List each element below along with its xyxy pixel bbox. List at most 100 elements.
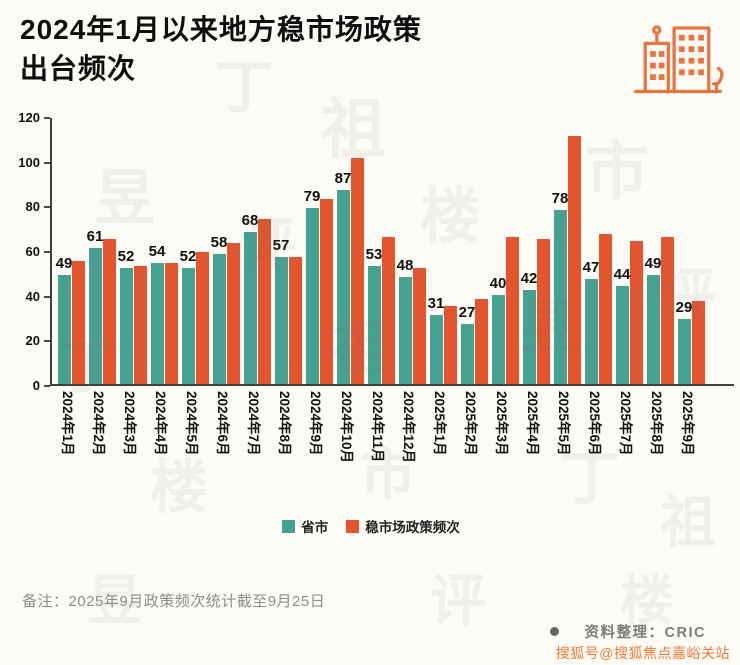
x-axis-label: 2024年7月	[246, 391, 261, 456]
page-title-line1: 2024年1月以来地方稳市场政策	[20, 14, 422, 45]
bar-chart: 0 20 40 60 80 100 120 49 61 52 54 52 58 68 57 79 87 53 48…	[8, 110, 734, 536]
bar-provinces	[646, 274, 660, 384]
bar-group: 61	[87, 228, 116, 384]
bar-provinces	[274, 256, 288, 384]
bar-value-label: 29	[675, 299, 693, 317]
bar-group: 48	[397, 257, 426, 384]
x-axis-spacer	[8, 386, 50, 498]
bar-group: 54	[149, 243, 178, 384]
legend-swatch	[282, 519, 296, 533]
y-tick-label: 120	[18, 110, 40, 125]
bar-group: 27	[459, 299, 488, 384]
y-tick-label: 60	[25, 244, 40, 259]
bar-provinces	[88, 247, 102, 384]
bar-group: 44	[614, 241, 643, 384]
bar-provinces	[615, 285, 629, 384]
x-axis-label: 2024年8月	[277, 391, 292, 456]
bar-group: 58	[211, 234, 240, 384]
bar-provinces	[150, 263, 164, 384]
x-axis-label: 2024年11月	[370, 391, 385, 463]
bar-provinces	[398, 276, 412, 384]
legend-item: 省市	[282, 516, 328, 536]
bar-provinces	[460, 323, 474, 384]
source-credit: 资料整理：CRIC	[549, 621, 706, 642]
y-tick-mark	[44, 295, 50, 298]
bar-group: 79	[304, 188, 333, 384]
bar-policy-frequency	[102, 238, 116, 384]
bar-value-label: 57	[272, 236, 290, 254]
bar-group: 78	[552, 136, 581, 384]
buildings-icon	[633, 25, 724, 94]
y-tick-mark	[44, 161, 50, 164]
source-credit-text: 资料整理：CRIC	[584, 625, 706, 641]
bar-group: 42	[521, 238, 550, 384]
bar-provinces	[584, 279, 598, 384]
bar-group: 52	[180, 248, 209, 384]
bar-value-label: 78	[551, 189, 569, 207]
bar-provinces	[243, 232, 257, 384]
bar-policy-frequency	[350, 158, 364, 384]
bar-policy-frequency	[629, 241, 643, 384]
y-tick-label: 40	[25, 288, 40, 304]
legend-item: 稳市场政策频次	[346, 516, 460, 536]
y-tick-mark	[44, 385, 50, 387]
bar-provinces	[181, 267, 195, 384]
y-axis: 0 20 40 60 80 100 120	[8, 110, 50, 393]
x-axis-label: 2024年1月	[60, 391, 75, 456]
bar-group: 40	[490, 236, 519, 384]
bar-policy-frequency	[660, 236, 674, 384]
bar-policy-frequency	[474, 299, 488, 384]
bar-provinces	[429, 314, 443, 384]
bar-value-label: 48	[396, 256, 414, 274]
bar-value-label: 42	[520, 270, 538, 288]
legend-label: 省市	[301, 520, 329, 535]
y-tick-label: 0	[32, 378, 40, 393]
bar-value-label: 49	[644, 254, 662, 272]
bar-policy-frequency	[598, 234, 612, 384]
bar-provinces	[677, 319, 691, 384]
page-title: 2024年1月以来地方稳市场政策 出台频次	[20, 10, 610, 88]
bar-value-label: 27	[458, 303, 476, 321]
x-axis-label: 2025年1月	[432, 391, 447, 456]
bar-value-label: 53	[365, 245, 383, 263]
bar-policy-frequency	[691, 301, 705, 384]
bar-provinces	[553, 209, 567, 384]
bar-value-label: 49	[55, 254, 73, 272]
bar-policy-frequency	[567, 136, 581, 384]
bar-value-label: 40	[489, 274, 507, 292]
bar-value-label: 52	[179, 247, 197, 265]
y-tick-mark	[44, 117, 50, 119]
x-axis-label: 2024年3月	[122, 391, 137, 456]
legend-swatch	[346, 519, 360, 533]
bar-value-label: 87	[334, 169, 352, 187]
bar-policy-frequency	[164, 263, 178, 384]
y-tick-mark	[44, 206, 50, 209]
x-axis-label: 2025年4月	[525, 391, 540, 456]
bar-policy-frequency	[412, 267, 426, 384]
bar-group: 31	[428, 295, 457, 384]
bar-value-label: 68	[241, 212, 259, 230]
sohu-watermark: 搜狐号@搜狐焦点嘉峪关站	[555, 645, 730, 661]
x-axis-label: 2025年9月	[680, 391, 695, 456]
bar-policy-frequency	[195, 252, 209, 384]
bar-group: 53	[366, 236, 395, 384]
bar-group: 57	[273, 237, 302, 384]
bar-policy-frequency	[288, 256, 302, 384]
footnote: 备注：2025年9月政策频次统计截至9月25日	[22, 593, 326, 610]
bullet-dot-icon	[549, 627, 559, 636]
bar-value-label: 61	[86, 227, 104, 245]
x-axis-label: 2024年9月	[308, 391, 323, 456]
bar-provinces	[491, 294, 505, 384]
bar-policy-frequency	[71, 261, 85, 384]
bar-policy-frequency	[505, 236, 519, 384]
y-tick-label: 100	[18, 154, 40, 170]
x-axis-label: 2025年6月	[587, 391, 602, 456]
x-axis-label: 2024年12月	[401, 391, 416, 464]
y-tick-label: 80	[25, 199, 40, 215]
bar-value-label: 79	[303, 187, 321, 205]
x-axis: 2024年1月 2024年2月 2024年3月 2024年4月 2024年5月 2024年…	[50, 386, 734, 498]
bar-group: 68	[242, 212, 271, 384]
bar-group: 87	[335, 158, 364, 384]
legend: 省市 稳市场政策频次	[8, 516, 734, 536]
